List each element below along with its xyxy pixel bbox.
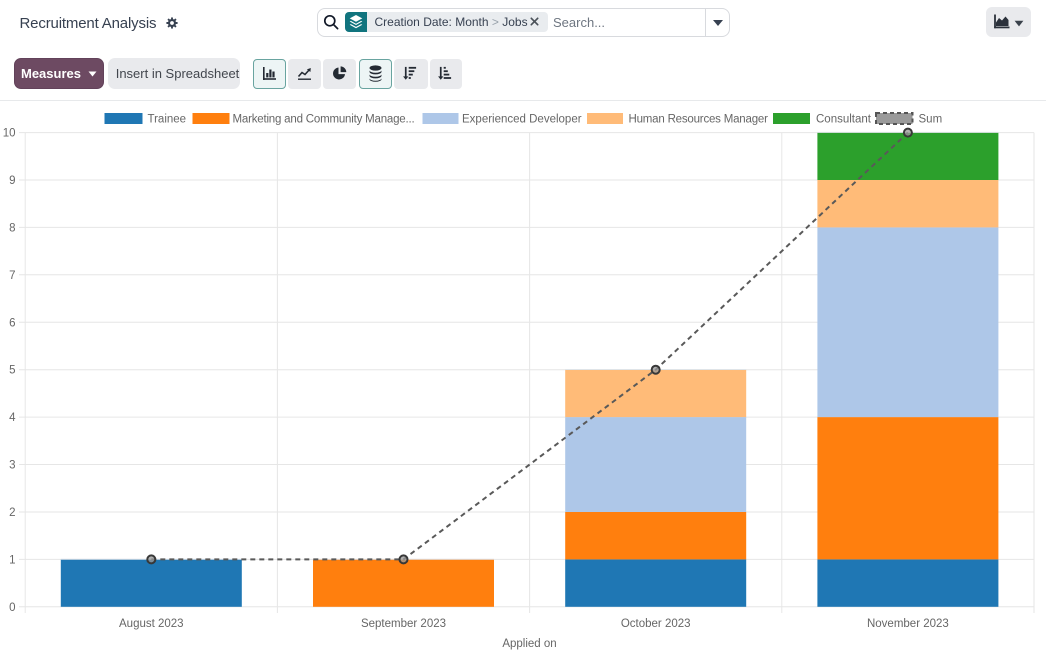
svg-text:5: 5 bbox=[9, 365, 15, 377]
svg-text:2: 2 bbox=[9, 507, 15, 519]
svg-text:4: 4 bbox=[9, 412, 16, 424]
svg-text:Human Resources Manager: Human Resources Manager bbox=[629, 114, 769, 126]
svg-text:August 2023: August 2023 bbox=[119, 618, 184, 630]
svg-text:Applied on: Applied on bbox=[502, 638, 556, 650]
svg-text:Sum: Sum bbox=[919, 114, 943, 126]
svg-text:7: 7 bbox=[9, 270, 15, 282]
svg-text:Marketing and Community Manage: Marketing and Community Manage... bbox=[233, 114, 415, 126]
svg-text:Experienced Developer: Experienced Developer bbox=[462, 114, 582, 126]
svg-text:9: 9 bbox=[9, 175, 15, 187]
svg-text:3: 3 bbox=[9, 460, 15, 472]
svg-text:October 2023: October 2023 bbox=[621, 618, 691, 630]
svg-text:10: 10 bbox=[3, 128, 16, 140]
svg-text:November 2023: November 2023 bbox=[867, 618, 949, 630]
svg-text:0: 0 bbox=[9, 602, 15, 614]
svg-text:6: 6 bbox=[9, 317, 15, 329]
svg-text:Consultant: Consultant bbox=[816, 114, 872, 126]
svg-text:1: 1 bbox=[9, 554, 15, 566]
svg-text:September 2023: September 2023 bbox=[361, 618, 446, 630]
svg-text:Trainee: Trainee bbox=[148, 114, 187, 126]
svg-text:8: 8 bbox=[9, 222, 15, 234]
